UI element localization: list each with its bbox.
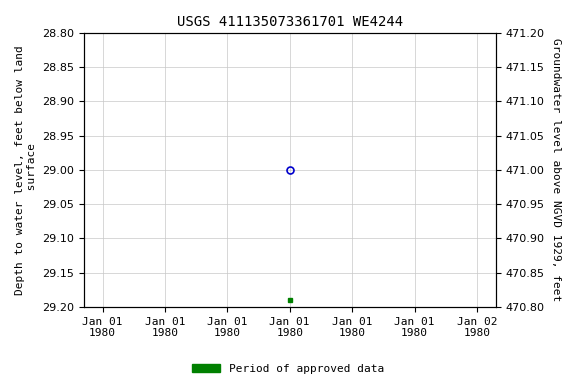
Y-axis label: Depth to water level, feet below land
 surface: Depth to water level, feet below land su… [15,45,37,295]
Y-axis label: Groundwater level above NGVD 1929, feet: Groundwater level above NGVD 1929, feet [551,38,561,301]
Legend: Period of approved data: Period of approved data [188,359,388,379]
Title: USGS 411135073361701 WE4244: USGS 411135073361701 WE4244 [177,15,403,29]
